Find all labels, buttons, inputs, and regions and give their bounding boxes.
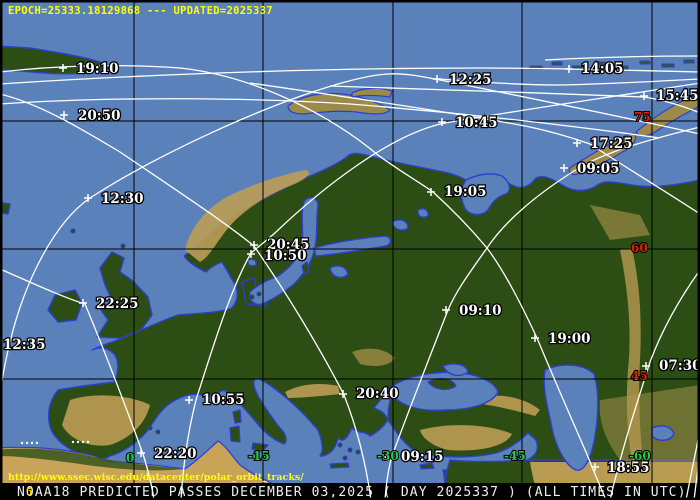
- time-tick: [339, 390, 347, 398]
- time-tick-marks: [59, 64, 650, 471]
- longitude-label: -15: [248, 449, 270, 463]
- corsica: [232, 409, 242, 424]
- title-bar: [0, 483, 700, 500]
- track-1545-arc: [329, 85, 700, 114]
- epoch-line: EPOCH=25333.18129868 --- UPDATED=2025337: [8, 5, 273, 17]
- land-great-britain: [96, 251, 153, 339]
- track-time-label: 20:40: [356, 386, 399, 402]
- time-tick: [565, 65, 573, 73]
- time-tick: [185, 396, 193, 404]
- track-time-label: 19:10: [76, 61, 119, 77]
- track-time-label: 09:05: [577, 161, 620, 177]
- track-flat-upper: [544, 55, 700, 61]
- track-time-label: 17:25: [590, 136, 633, 152]
- longitude-label: -30: [377, 449, 399, 463]
- time-tick: [642, 362, 650, 370]
- time-tick: [60, 111, 68, 119]
- track-time-label: 12:30: [101, 191, 144, 207]
- time-tick: [79, 299, 87, 307]
- longitude-label: 0: [126, 451, 134, 465]
- title-bar-overlay-glyph: 5: [26, 487, 33, 498]
- time-tick: [560, 164, 568, 172]
- sea-white-sea: [460, 173, 511, 216]
- small-islands: [70, 228, 361, 461]
- time-tick: [591, 463, 599, 471]
- sea-black-sea: [387, 371, 499, 412]
- time-tick: [59, 64, 67, 72]
- track-time-label: 22:25: [96, 296, 139, 312]
- time-tick: [137, 449, 145, 457]
- lake-vanern: [247, 258, 257, 267]
- track-1855-1910: [0, 65, 607, 500]
- track-0730: [609, 269, 700, 500]
- lake-ladoga: [391, 219, 409, 231]
- inland-seas: [247, 173, 675, 471]
- track-time-label: 14:05: [581, 61, 624, 77]
- track-time-label: 20:50: [78, 108, 121, 124]
- track-time-label: 19:05: [444, 184, 487, 200]
- time-tick: [433, 75, 441, 83]
- terrain-highlands: [0, 170, 700, 500]
- gotland: [301, 261, 310, 275]
- crete: [329, 462, 350, 469]
- latlon-grid: [2, 2, 698, 483]
- lake-onega: [417, 208, 429, 218]
- sea-gulf-of-finland: [313, 235, 392, 257]
- time-tick: [427, 188, 435, 196]
- orbit-tracks: [0, 55, 700, 500]
- sea-of-azov: [442, 363, 469, 377]
- track-1045-1055: [180, 82, 700, 500]
- time-tick: [250, 241, 258, 249]
- track-time-label: 15:45: [656, 88, 699, 104]
- track-time-label: 12:35: [3, 337, 46, 353]
- time-tick: [640, 92, 648, 100]
- land-ireland: [47, 289, 83, 323]
- time-tick: [573, 139, 581, 147]
- track-time-label: 22:20: [154, 446, 197, 462]
- time-labels: 19:10 20:50 12:30 22:25 12:35 22:20 10:55 20:45…: [2, 60, 700, 478]
- time-tick: [438, 118, 446, 126]
- track-time-label: 20:45: [267, 237, 310, 253]
- source-url: http://www.ssec.wisc.edu/datacenter/pola…: [8, 472, 304, 483]
- time-tick: [531, 334, 539, 342]
- time-tick: [247, 250, 255, 258]
- track-time-label: 18:55: [607, 460, 650, 476]
- time-tick: [84, 194, 92, 202]
- track-0905-0915: [384, 126, 700, 500]
- grid-coordinate-labels: 0 -15 -30 -45 -60 75 60 45: [125, 109, 652, 466]
- track-time-label: 19:00: [548, 331, 591, 347]
- title-bar-text: NOAA18 PREDICTED PASSES DECEMBER_03,2025…: [17, 485, 687, 500]
- track-1405-apex: [0, 67, 700, 85]
- land-greenland: [0, 45, 113, 75]
- track-time-label: 10:50: [264, 248, 307, 264]
- track-time-label: 09:10: [459, 303, 502, 319]
- track-time-label: 10:45: [455, 115, 498, 131]
- track-1225-east-arc: [437, 78, 700, 86]
- track-1725-arc: [249, 82, 700, 215]
- sardinia: [229, 425, 241, 443]
- time-tick: [384, 453, 392, 461]
- latitude-label: 45: [631, 369, 648, 383]
- longitude-label: -45: [504, 449, 526, 463]
- track-2220-2225: [0, 268, 155, 500]
- latitude-label: 75: [634, 110, 651, 124]
- sea-gulf-of-riga: [329, 265, 349, 279]
- nordaustlandet: [351, 87, 393, 98]
- track-1225-1235: [0, 73, 700, 393]
- terminator-dots: [20, 440, 90, 445]
- track-time-label: 10:55: [202, 392, 245, 408]
- track-mid-arc: [0, 98, 661, 139]
- track-time-label: 09:15: [401, 449, 444, 465]
- sea-aral: [651, 425, 675, 441]
- longitude-label: -60: [629, 449, 651, 463]
- cyprus: [419, 462, 435, 470]
- time-tick: [442, 306, 450, 314]
- sea-baltic: [248, 197, 319, 306]
- track-time-label: 07:30: [659, 358, 700, 374]
- latitude-label: 60: [631, 241, 648, 255]
- track-time-label: 12:25: [449, 72, 492, 88]
